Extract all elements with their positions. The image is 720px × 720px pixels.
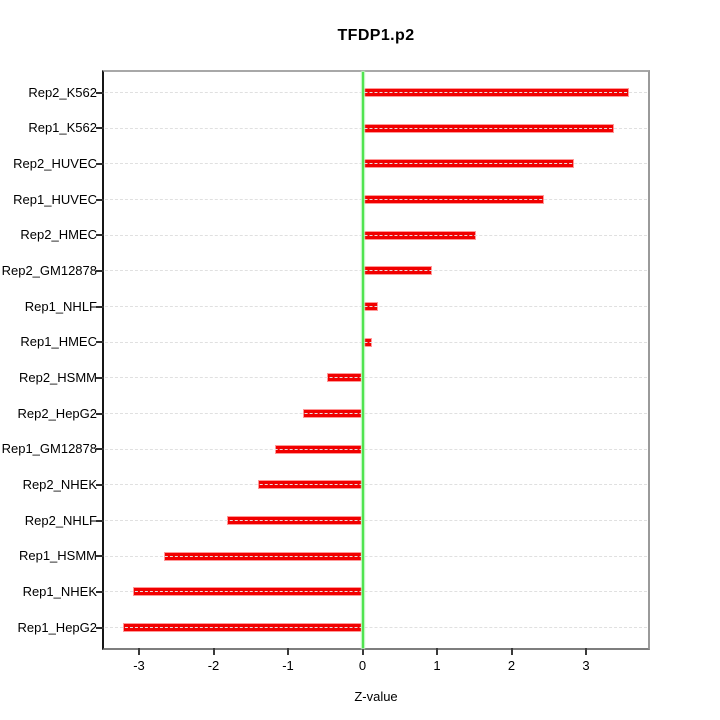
row-gridline [105,520,647,521]
row-gridline [105,341,647,343]
y-axis-tick [96,519,104,522]
y-tick-label: Rep2_HepG2 [17,405,98,421]
y-axis-tick [96,198,104,201]
y-tick-label: Rep1_HMEC [20,334,97,350]
row-gridline [105,413,647,414]
zero-line [361,72,364,648]
x-tick-label: 1 [433,658,441,673]
x-tick-label: 2 [507,658,516,673]
x-tick-label: 3 [582,658,590,673]
y-axis-tick [96,162,104,165]
y-axis-tick [96,412,104,415]
row-gridline [105,92,647,93]
y-tick-label: Rep1_HepG2 [17,619,98,635]
y-tick-label: Rep2_HSMM [18,369,97,385]
y-tick-label: Rep1_K562 [28,120,97,136]
y-axis-tick [96,448,104,451]
y-tick-label: Rep2_GM12878 [1,262,97,278]
row-gridline [105,306,647,307]
row-gridline [105,627,647,628]
row-gridline [105,555,647,557]
x-axis-tick [361,648,364,655]
y-tick-label: Rep1_HSMM [18,548,97,564]
row-gridline [105,591,647,593]
x-tick-label: -1 [282,658,294,673]
x-axis-tick [287,648,289,655]
x-tick-label: -3 [133,658,145,673]
y-axis-tick [96,555,104,558]
x-axis-label: Z-value [354,689,398,704]
x-axis-tick [510,648,513,655]
plot-box [102,70,650,650]
x-tick-label: 0 [358,658,367,673]
y-tick-label: Rep1_NHEK [22,583,97,599]
x-axis-tick [436,648,438,655]
x-axis-tick [138,648,140,655]
x-axis-tick [585,648,587,655]
row-gridline [105,127,647,129]
row-gridline [105,234,647,236]
y-tick-label: Rep2_NHEK [22,476,97,492]
y-tick-label: Rep2_HUVEC [13,155,97,171]
y-tick-label: Rep1_HUVEC [13,191,97,207]
chart-title: TFDP1.p2 [337,27,415,44]
y-tick-label: Rep2_K562 [28,84,97,100]
y-tick-label: Rep2_NHLF [24,512,97,528]
row-gridline [105,270,647,272]
y-tick-label: Rep1_GM12878 [1,441,97,457]
y-axis-tick [96,590,104,593]
y-tick-label: Rep1_NHLF [24,298,97,314]
y-tick-label: Rep2_HMEC [20,227,97,243]
row-gridline [105,163,647,165]
row-gridline [105,484,647,486]
y-axis-tick [96,626,104,629]
x-tick-label: -2 [207,658,220,673]
y-axis-tick [96,269,104,272]
y-axis-tick [96,305,104,308]
y-axis-tick [96,376,104,379]
row-gridline [105,377,647,379]
y-axis-tick [96,341,104,344]
row-gridline [105,448,647,450]
y-axis-tick [96,234,104,237]
y-axis-tick [96,91,104,94]
y-axis-tick [96,483,104,486]
x-axis-tick [212,648,215,655]
row-gridline [105,199,647,200]
y-axis-tick [96,127,104,130]
